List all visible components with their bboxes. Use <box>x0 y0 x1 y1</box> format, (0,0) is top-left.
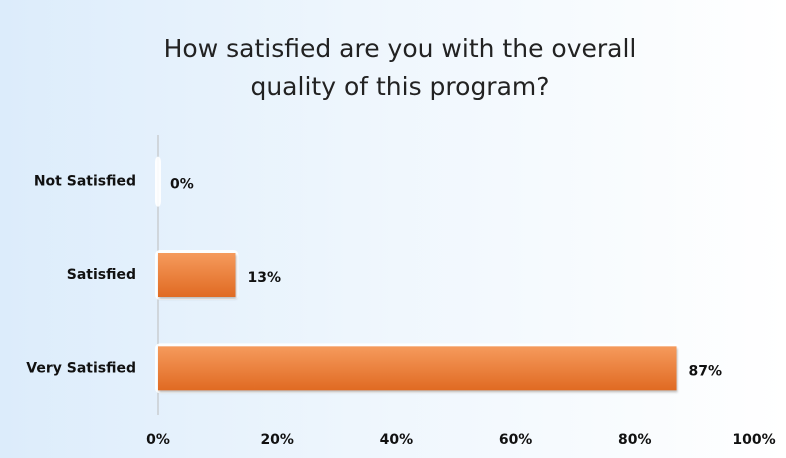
y-tick-label: Satisfied <box>67 267 136 283</box>
x-tick-label: 20% <box>260 432 294 448</box>
bar <box>158 346 677 391</box>
x-tick-label: 0% <box>146 432 170 448</box>
bar <box>158 253 236 297</box>
x-tick-label: 80% <box>618 432 652 448</box>
data-label: 87% <box>689 363 723 379</box>
data-label: 13% <box>247 270 281 286</box>
y-tick-label: Not Satisfied <box>34 174 136 190</box>
bar-outline <box>155 156 161 207</box>
chart-title: How satisfied are you with the overall q… <box>163 34 637 101</box>
y-tick-label: Very Satisfied <box>26 360 136 376</box>
x-tick-label: 100% <box>732 432 775 448</box>
x-tick-label: 60% <box>499 432 533 448</box>
x-tick-label: 40% <box>380 432 414 448</box>
data-label: 0% <box>170 177 194 193</box>
